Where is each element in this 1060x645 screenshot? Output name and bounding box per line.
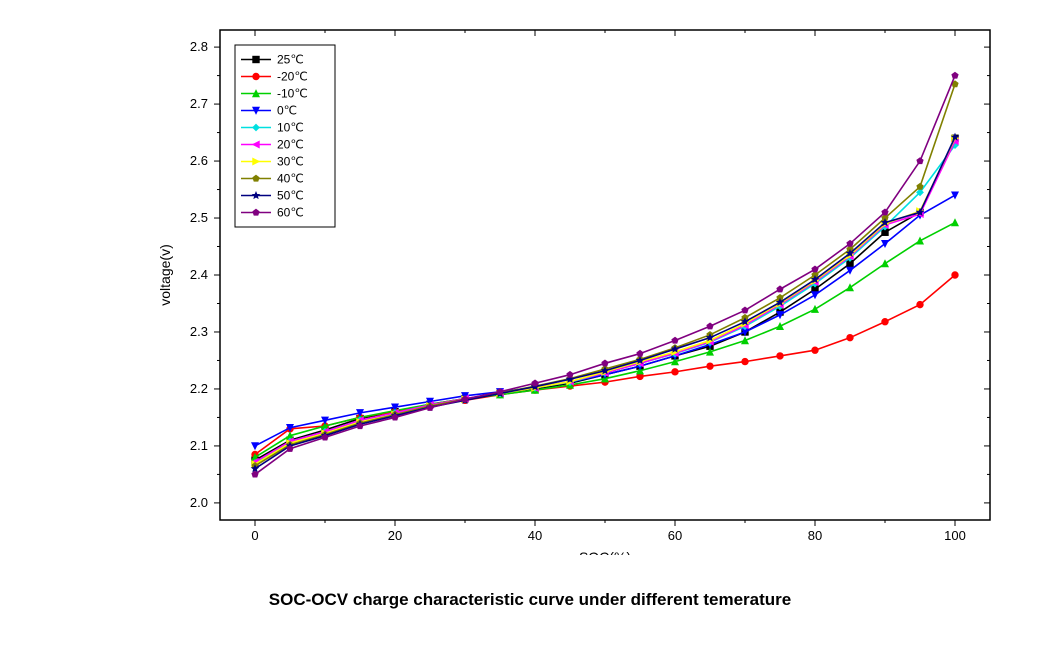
svg-text:40: 40: [528, 528, 542, 543]
svg-text:2.7: 2.7: [190, 96, 208, 111]
svg-text:0: 0: [251, 528, 258, 543]
svg-text:100: 100: [944, 528, 966, 543]
chart-svg: 0 20 40 60 80 100 SOC(%) 2.0 2.1 2.2 2.3 2.4 2.5 2.6 2…: [130, 20, 1000, 555]
svg-text:2.8: 2.8: [190, 39, 208, 54]
svg-text:SOC(%): SOC(%): [579, 549, 631, 555]
svg-text:2.1: 2.1: [190, 438, 208, 453]
svg-text:20℃: 20℃: [277, 138, 304, 152]
svg-text:2.3: 2.3: [190, 324, 208, 339]
svg-text:10℃: 10℃: [277, 121, 304, 135]
svg-text:30℃: 30℃: [277, 155, 304, 169]
svg-text:0℃: 0℃: [277, 104, 297, 118]
chart-caption: SOC-OCV charge characteristic curve unde…: [0, 590, 1060, 610]
svg-text:2.6: 2.6: [190, 153, 208, 168]
svg-text:25℃: 25℃: [277, 53, 304, 67]
svg-text:2.4: 2.4: [190, 267, 208, 282]
svg-text:voltage(v): voltage(v): [157, 244, 173, 305]
svg-text:-10℃: -10℃: [277, 87, 308, 101]
svg-text:2.5: 2.5: [190, 210, 208, 225]
svg-text:-20℃: -20℃: [277, 70, 308, 84]
chart-container: 0 20 40 60 80 100 SOC(%) 2.0 2.1 2.2 2.3 2.4 2.5 2.6 2…: [130, 20, 1000, 555]
svg-text:2.2: 2.2: [190, 381, 208, 396]
svg-text:20: 20: [388, 528, 402, 543]
svg-text:60℃: 60℃: [277, 206, 304, 220]
series-0℃: [252, 192, 958, 449]
svg-text:80: 80: [808, 528, 822, 543]
svg-text:2.0: 2.0: [190, 495, 208, 510]
svg-text:60: 60: [668, 528, 682, 543]
svg-text:40℃: 40℃: [277, 172, 304, 186]
svg-text:50℃: 50℃: [277, 189, 304, 203]
